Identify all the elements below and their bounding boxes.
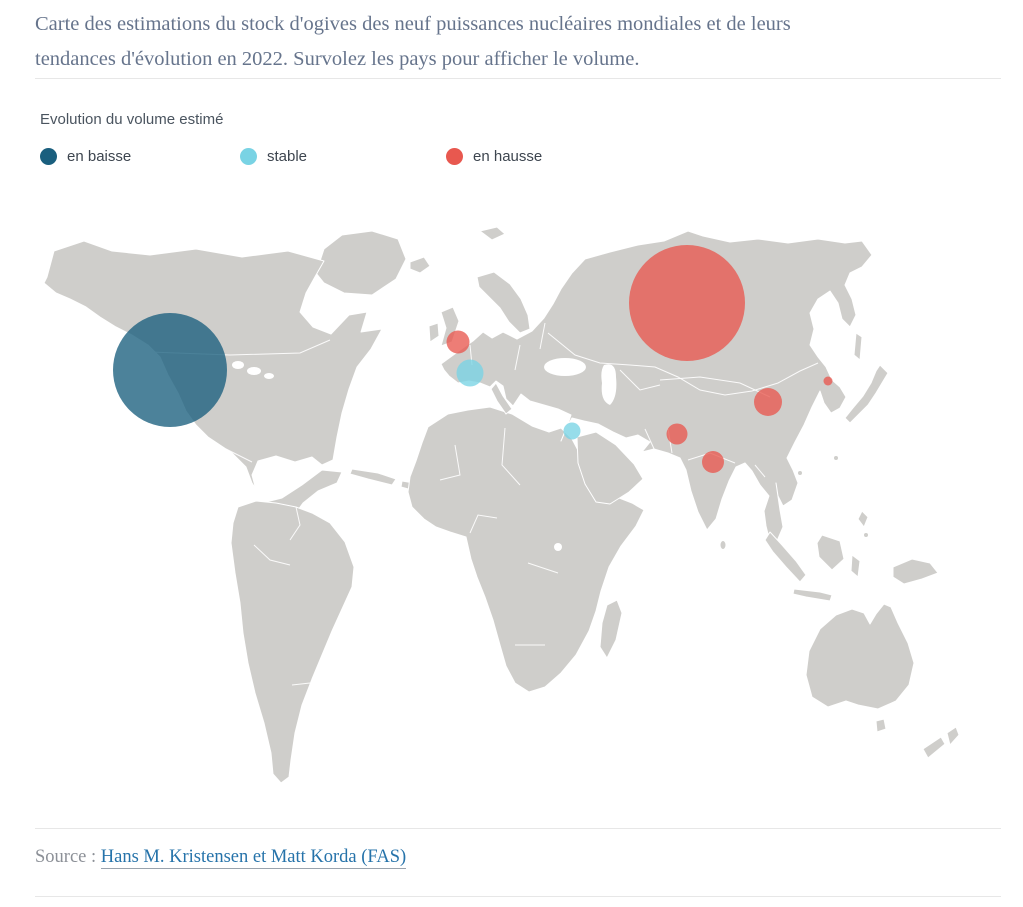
legend-dot xyxy=(40,148,57,165)
landmass-greenland xyxy=(315,230,407,296)
landmass-sri-lanka xyxy=(719,540,727,550)
world-map[interactable] xyxy=(0,215,1023,815)
landmasses[interactable] xyxy=(43,226,960,784)
bubble-russia[interactable] xyxy=(629,245,745,361)
landmass-sakhalin xyxy=(853,332,863,361)
landmass-tasmania xyxy=(875,718,887,733)
bubble-pakistan[interactable] xyxy=(666,423,688,445)
landmass-new-zealand-north xyxy=(946,726,960,746)
source-divider-top xyxy=(35,828,1001,829)
legend-item-en-baisse: en baisse xyxy=(40,148,131,165)
page-title-line1: Carte des estimations du stock d'ogives … xyxy=(35,13,791,35)
landmass-philippines xyxy=(857,510,869,528)
landmass-philippines-south xyxy=(863,532,869,538)
legend-title: Evolution du volume estimé xyxy=(40,111,224,128)
landmass-south-america xyxy=(230,500,355,784)
bubble-layer[interactable] xyxy=(113,245,833,473)
landmass-scandinavia xyxy=(476,271,531,334)
country-borders xyxy=(149,322,819,686)
landmass-new-zealand-south xyxy=(922,736,946,759)
bubble-north-korea[interactable] xyxy=(823,376,833,386)
bubble-france[interactable] xyxy=(456,359,484,387)
lakes xyxy=(232,358,617,551)
top-divider xyxy=(35,78,1001,79)
landmass-hainan xyxy=(797,470,803,476)
legend-label: stable xyxy=(267,148,308,165)
landmass-eurasia xyxy=(440,230,873,543)
landmass-java xyxy=(792,588,833,602)
black-sea xyxy=(544,358,586,376)
landmass-italy xyxy=(490,382,513,415)
landmass-arabia xyxy=(576,431,644,505)
legend-item-en-hausse: en hausse xyxy=(446,148,542,165)
legend-dot xyxy=(240,148,257,165)
great-lakes xyxy=(264,373,274,379)
bubble-china[interactable] xyxy=(754,388,782,416)
landmass-ireland xyxy=(428,322,440,343)
source-line: Source : Hans M. Kristensen et Matt Kord… xyxy=(35,847,407,869)
bubble-united-kingdom[interactable] xyxy=(446,330,470,354)
lake-victoria xyxy=(554,543,562,551)
landmass-new-guinea xyxy=(892,558,939,585)
caspian-sea xyxy=(601,364,617,405)
landmass-australia xyxy=(805,603,915,710)
bubble-india[interactable] xyxy=(702,451,724,473)
source-link[interactable]: Hans M. Kristensen et Matt Korda (FAS) xyxy=(100,847,407,869)
landmass-madagascar xyxy=(599,599,623,659)
bubble-israel[interactable] xyxy=(563,422,581,440)
page-title: Carte des estimations du stock d'ogives … xyxy=(35,7,990,77)
bottom-divider xyxy=(35,896,1001,897)
legend-item-stable: stable xyxy=(240,148,307,165)
landmass-sumatra xyxy=(764,531,807,583)
bubble-united-states[interactable] xyxy=(113,313,227,427)
legend-label: en baisse xyxy=(67,148,132,165)
great-lakes xyxy=(247,367,261,375)
landmass-borneo xyxy=(816,534,845,571)
landmass-cuba xyxy=(349,468,397,486)
landmass-taiwan xyxy=(833,455,839,461)
source-prefix: Source : xyxy=(35,847,101,867)
page-title-line2: tendances d'évolution en 2022. Survolez … xyxy=(35,48,640,70)
landmass-svalbard xyxy=(479,226,506,241)
landmass-iceland xyxy=(409,256,431,274)
landmass-japan xyxy=(844,364,889,424)
landmass-sulawesi xyxy=(850,554,861,578)
legend-label: en hausse xyxy=(473,148,543,165)
great-lakes xyxy=(232,361,244,369)
legend-dot xyxy=(446,148,463,165)
